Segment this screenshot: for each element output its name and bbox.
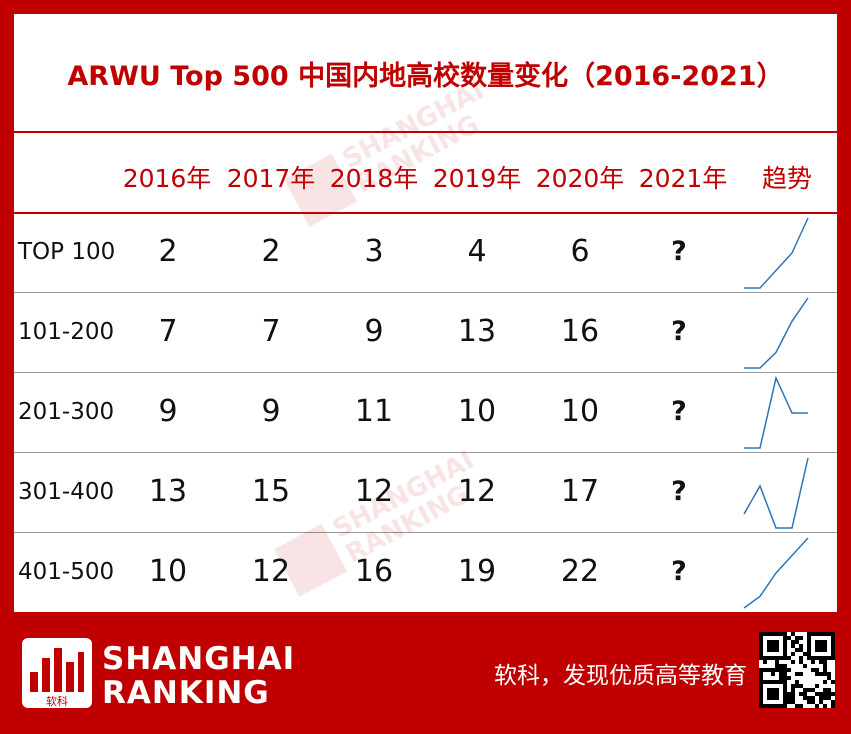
divider [14,532,837,533]
trend-line [743,457,809,529]
trend-line [743,537,809,609]
column-header: 2020年 [535,164,625,193]
footer: 软科 SHANGHAI RANKING 软科，发现优质高等教育 [0,612,851,734]
table-cell: 4 [467,234,487,269]
row-label: 401-500 [18,559,115,585]
table-cell: 7 [261,314,281,349]
table-cell: 9 [158,394,178,429]
column-header: 2021年 [638,164,728,193]
column-header: 2018年 [329,164,419,193]
table-cell: 22 [560,554,600,589]
table-cell: 16 [560,314,600,349]
row-label: 101-200 [18,319,115,345]
table-cell: 7 [158,314,178,349]
divider [14,131,837,133]
column-header: 2017年 [226,164,316,193]
brand-name: SHANGHAI RANKING [102,642,295,710]
qr-code-icon [759,632,835,708]
page-title: ARWU Top 500 中国内地高校数量变化（2016-2021） [67,60,784,92]
table-cell: 12 [457,474,497,509]
table-cell: 3 [364,234,384,269]
table-card: ARWU Top 500 中国内地高校数量变化（2016-2021） SHANG… [14,14,837,612]
qr-pattern [759,632,835,708]
row-label: TOP 100 [18,239,116,265]
table-cell: 15 [251,474,291,509]
table-cell: 2 [158,234,178,269]
divider [14,452,837,453]
table-cell: 16 [354,554,394,589]
table-cell: 10 [560,394,600,429]
table-cell: ? [671,476,687,507]
bar-logo-icon: 软科 [30,648,84,708]
trend-sparkline [743,457,809,529]
trend-sparkline [743,537,809,609]
logo-icon: 软科 [22,638,92,708]
slogan: 软科，发现优质高等教育 [494,663,747,689]
table-cell: ? [671,236,687,267]
divider [14,372,837,373]
column-header: 趋势 [761,164,812,193]
trend-line [744,297,809,369]
column-header: 2019年 [432,164,522,193]
table-cell: 6 [570,234,590,269]
table-cell: 12 [251,554,291,589]
row-label: 201-300 [18,399,115,425]
table-cell: 9 [364,314,384,349]
trend-sparkline [744,375,808,449]
table-cell: ? [671,316,687,347]
trend-line [744,375,808,449]
table-cell: 10 [148,554,188,589]
table-cell: 19 [457,554,497,589]
table-cell: 9 [261,394,281,429]
table-cell: 11 [354,394,394,429]
table-cell: ? [671,556,687,587]
table-cell: 17 [560,474,600,509]
trend-sparkline [744,297,809,369]
brand-line: RANKING [102,675,270,711]
table-cell: 13 [457,314,497,349]
divider [14,292,837,293]
trend-sparkline [744,217,809,289]
table-cell: 10 [457,394,497,429]
table-cell: 12 [354,474,394,509]
brand-line: SHANGHAI [102,641,296,677]
table-cell: 2 [261,234,281,269]
table-cell: 13 [148,474,188,509]
table-cell: ? [671,396,687,427]
trend-line [744,217,809,289]
column-header: 2016年 [122,164,212,193]
logo-text: 软科 [46,694,68,708]
divider [14,212,837,214]
row-label: 301-400 [18,479,115,505]
